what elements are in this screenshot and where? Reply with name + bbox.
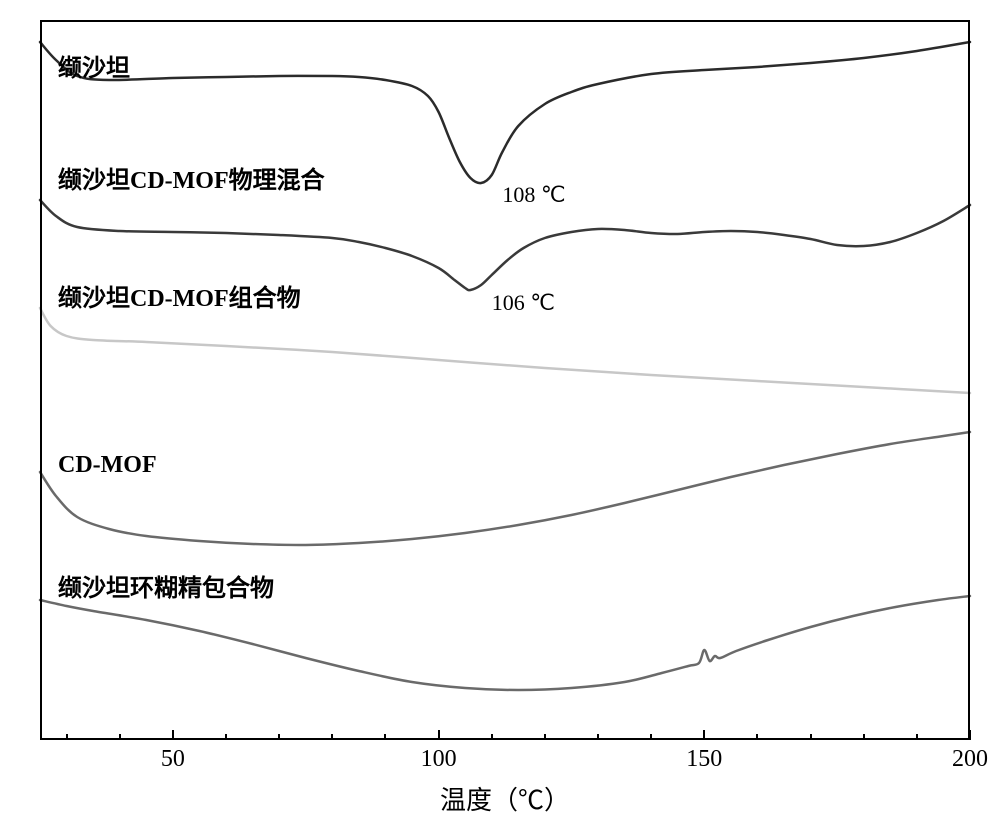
series-label: 缬沙坦CD-MOF组合物 [58, 278, 301, 313]
minor-tick [544, 734, 546, 740]
minor-tick [331, 734, 333, 740]
minor-tick [810, 734, 812, 740]
x-tick-label: 50 [161, 746, 185, 773]
series-label: 缬沙坦环糊精包合物 [58, 568, 274, 603]
x-axis-label: 温度（℃） [440, 780, 570, 817]
series-4 [40, 596, 970, 690]
peak-annotation: 106 ℃ [492, 290, 555, 316]
minor-tick [491, 734, 493, 740]
minor-tick [650, 734, 652, 740]
plot-border-top [40, 20, 970, 22]
series-label: 缬沙坦CD-MOF物理混合 [58, 160, 325, 195]
plot-border-right [968, 20, 970, 740]
plot-border-bottom [40, 738, 970, 740]
minor-tick [384, 734, 386, 740]
minor-tick [916, 734, 918, 740]
x-tick-label: 150 [686, 746, 722, 773]
minor-tick [225, 734, 227, 740]
major-tick [438, 730, 440, 740]
series-label: CD-MOF [58, 452, 157, 479]
major-tick [703, 730, 705, 740]
series-1 [40, 200, 970, 290]
peak-annotation: 108 ℃ [502, 182, 565, 208]
minor-tick [597, 734, 599, 740]
series-2 [40, 308, 970, 393]
x-tick-label: 200 [952, 746, 988, 773]
series-3 [40, 432, 970, 545]
series-label: 缬沙坦 [58, 48, 130, 83]
chart-svg [0, 0, 1000, 811]
major-tick [172, 730, 174, 740]
minor-tick [863, 734, 865, 740]
plot-border-left [40, 20, 42, 740]
major-tick [969, 730, 971, 740]
x-tick-label: 100 [421, 746, 457, 773]
minor-tick [756, 734, 758, 740]
minor-tick [278, 734, 280, 740]
minor-tick [119, 734, 121, 740]
minor-tick [66, 734, 68, 740]
